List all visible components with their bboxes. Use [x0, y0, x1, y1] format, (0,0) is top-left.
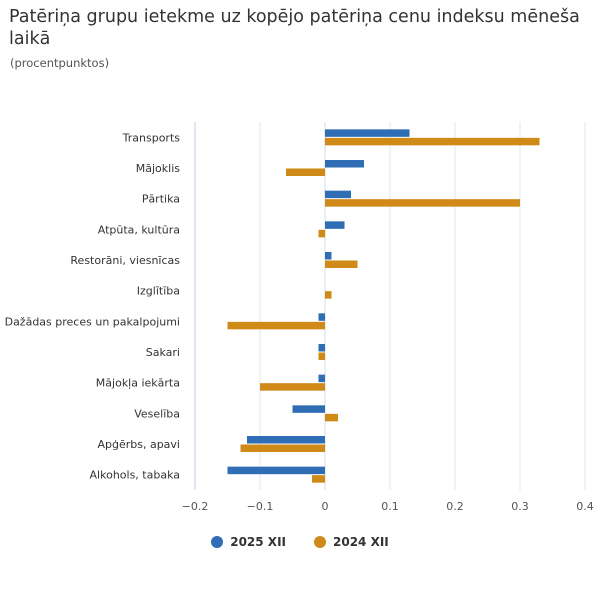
bar-2024: [325, 291, 332, 299]
bar-2025: [318, 313, 325, 321]
bar-2025: [292, 405, 325, 413]
category-label: Mājokļa iekārta: [96, 377, 180, 390]
x-tick-label: 0.2: [446, 500, 464, 513]
category-label: Alkohols, tabaka: [90, 469, 180, 482]
x-tick-label: −0.1: [247, 500, 274, 513]
bar-2025: [325, 252, 332, 260]
bar-2024: [325, 199, 520, 207]
bar-2025: [325, 221, 345, 229]
bar-2025: [247, 436, 325, 444]
chart-legend: 2025 XII 2024 XII: [0, 535, 600, 549]
bar-2024: [318, 229, 325, 238]
category-label: Izglītība: [137, 285, 180, 298]
category-label: Apģērbs, apavi: [97, 438, 180, 451]
x-tick-label: 0: [322, 500, 329, 513]
bar-2024: [325, 137, 540, 146]
category-label: Sakari: [146, 346, 180, 359]
category-label: Pārtika: [142, 193, 180, 206]
bar-2025: [318, 344, 325, 352]
legend-label-2025: 2025 XII: [230, 535, 286, 549]
bar-2024: [227, 321, 325, 330]
x-tick-label: −0.2: [182, 500, 209, 513]
category-label: Mājoklis: [136, 162, 181, 175]
legend-marker-2024: [314, 536, 326, 548]
x-tick-label: 0.4: [576, 500, 594, 513]
chart-title: Patēriņa grupu ietekme uz kopējo patēriņ…: [9, 7, 580, 49]
legend-label-2024: 2024 XII: [333, 535, 389, 549]
legend-item-2024[interactable]: 2024 XII: [314, 535, 389, 549]
bar-2024: [240, 444, 325, 452]
bar-2024: [318, 352, 325, 360]
legend-marker-2025: [211, 536, 224, 548]
legend-item-2025[interactable]: 2025 XII: [211, 535, 286, 549]
bar-2025: [318, 374, 325, 383]
bar-2024: [325, 413, 338, 422]
bar-2025: [325, 190, 351, 199]
bar-2025: [325, 129, 410, 137]
bar-2025: [325, 160, 364, 168]
category-label: Veselība: [134, 407, 180, 420]
category-label: Restorāni, viesnīcas: [70, 254, 180, 267]
bar-2024: [286, 168, 325, 176]
bar-2024: [325, 260, 358, 268]
chart-subtitle: (procentpunktos): [10, 56, 110, 70]
bar-2024: [312, 475, 325, 483]
category-label: Dažādas preces un pakalpojumi: [5, 315, 180, 328]
category-label: Atpūta, kultūra: [98, 223, 180, 236]
x-tick-label: 0.1: [381, 500, 399, 513]
x-tick-label: 0.3: [511, 500, 529, 513]
bar-2025: [227, 466, 325, 475]
bar-2024: [260, 383, 325, 391]
category-label: Transports: [122, 131, 181, 144]
